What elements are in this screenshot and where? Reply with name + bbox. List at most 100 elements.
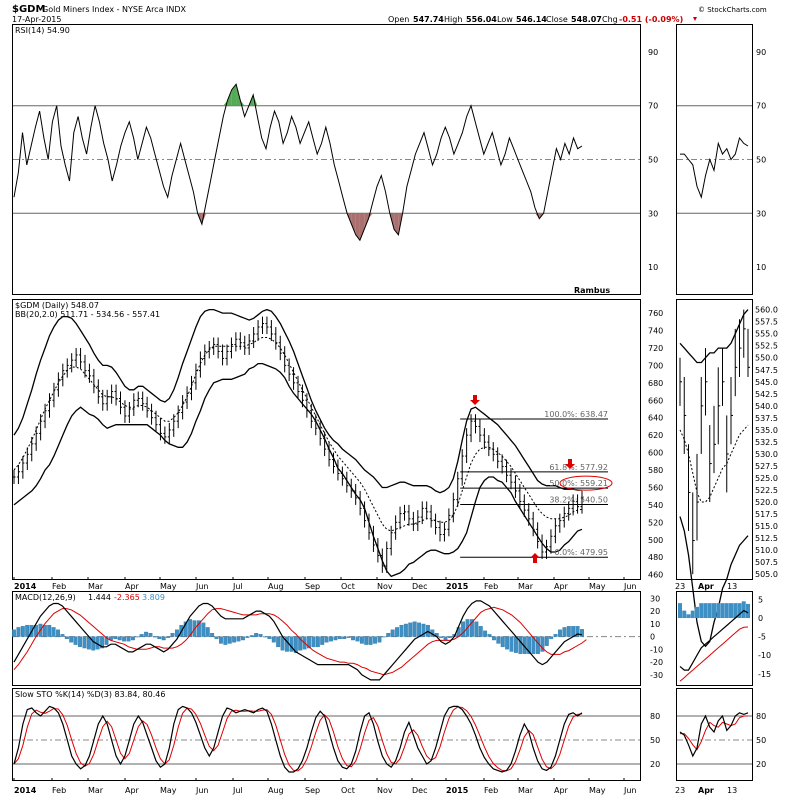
macd-histogram-bar: [491, 636, 496, 641]
zoom-price-y-tick-label: 545.0: [755, 378, 778, 387]
zoom-price-y-tick-label: 520.0: [755, 498, 778, 507]
x-tick-label: Mar: [518, 582, 534, 591]
zoom-macd-histogram-bar: [703, 603, 708, 619]
macd-histogram-bar: [373, 636, 378, 644]
rsi-line: [13, 83, 583, 242]
x-tick-label: Jun: [195, 582, 209, 591]
zoom-macd-histogram-bar: [720, 603, 725, 619]
macd-y-tick-label: 10: [650, 620, 660, 629]
zoom-macd-histogram-bar: [682, 610, 687, 619]
macd-histogram-bar: [25, 624, 30, 637]
macd-histogram-bar: [20, 626, 25, 637]
bollinger-mid-band: [13, 337, 583, 532]
stoch-legend: Slow STO %K(14) %D(3) 83.84, 80.46: [15, 690, 165, 699]
macd-histogram-bar: [311, 636, 316, 648]
price-y-tick-label: 600: [648, 449, 663, 458]
macd-histogram-bar: [214, 636, 219, 640]
macd-histogram-bar: [47, 624, 52, 637]
zoom-x-axis: 23 Apr 13 23 Apr 13: [675, 582, 737, 795]
zoom-macd-histogram-bar: [741, 601, 746, 619]
macd-histogram-bar: [249, 635, 254, 637]
zoom-macd-y-tick-label: 5: [758, 595, 763, 604]
macd-histogram-bar: [329, 636, 333, 642]
x-tick-label: Oct: [341, 582, 355, 591]
zoom-price-panel-frame: [676, 299, 753, 580]
price-y-tick-label: 580: [648, 466, 663, 475]
macd-histogram-bar: [218, 636, 223, 644]
zoom-price-y-tick-label: 515.0: [755, 522, 778, 531]
x-tick-label: Feb: [52, 582, 66, 591]
macd-histogram-bar: [69, 636, 74, 643]
stoch-y-tick-label: 20: [650, 760, 660, 769]
chart-date: 17-Apr-2015: [12, 15, 61, 24]
price-y-tick-label: 520: [648, 518, 663, 527]
zoom-price-y-tick-label: 510.0: [755, 546, 778, 555]
rsi-y-tick-label: 30: [648, 209, 658, 218]
x-tick-label: May: [589, 786, 606, 795]
zoom-price-y-tick-label: 560.0: [755, 306, 778, 315]
price-y-tick-label: 660: [648, 396, 663, 405]
zoom-stoch-y-tick-label: 20: [756, 760, 766, 769]
price-y-tick-label: 680: [648, 379, 663, 388]
macd-histogram-bar: [126, 636, 131, 642]
rsi-oversold-fill: [351, 213, 356, 235]
rsi-legend: RSI(14) 54.90: [15, 26, 70, 35]
macd-histogram-bar: [461, 621, 466, 637]
price-y-tick-label: 560: [648, 483, 663, 492]
x-tick-label: Jul: [232, 582, 243, 591]
high-label: High: [444, 15, 462, 24]
x-tick-label: Apr: [125, 786, 140, 795]
high-value: 556.04: [466, 15, 497, 24]
macd-histogram-bar: [144, 631, 149, 637]
x-tick-label: Feb: [484, 582, 498, 591]
price-y-tick-label: 540: [648, 501, 663, 510]
zoom-price-y-tick-label: 527.5: [755, 462, 778, 471]
macd-histogram-bar: [91, 636, 96, 651]
fibonacci-level-label: 50.0%: 559.21: [549, 479, 608, 488]
macd-y-tick-label: -20: [650, 658, 663, 667]
macd-histogram-bar: [355, 636, 360, 642]
price-y-tick-label: 720: [648, 344, 663, 353]
zoom-stoch-d-line: [680, 715, 748, 751]
x-tick-label: Apr: [125, 582, 140, 591]
macd-histogram-bar: [558, 629, 562, 637]
zoom-price-y-tick-label: 532.5: [755, 438, 778, 447]
macd-histogram-bar: [82, 636, 87, 649]
macd-histogram-bar: [16, 627, 21, 637]
zoom-macd-histogram-bar: [733, 603, 738, 619]
zoom-price-y-tick-label: 550.0: [755, 354, 778, 363]
bollinger-upper-band: [13, 308, 582, 494]
rsi-oversold-fill: [364, 213, 369, 230]
x-tick-label: Apr: [554, 582, 569, 591]
macd-histogram-bar: [399, 624, 404, 637]
macd-histogram-bar: [549, 636, 554, 640]
x-tick-label: Oct: [341, 786, 355, 795]
zoom-price-y-tick-label: 522.5: [755, 486, 778, 495]
zoom-price-y-tick-label: 505.0: [755, 570, 778, 579]
macd-histogram-bar: [227, 636, 232, 644]
macd-histogram-bar: [337, 636, 342, 640]
macd-histogram-bar: [544, 636, 549, 646]
macd-histogram-bar: [417, 622, 422, 637]
macd-histogram-bar: [130, 636, 135, 641]
macd-histogram-bar: [514, 636, 518, 653]
macd-histogram-bar: [469, 619, 474, 637]
macd-histogram-bar: [395, 627, 400, 637]
x-tick-label: Sep: [305, 582, 320, 591]
macd-histogram-bar: [408, 622, 413, 637]
macd-histogram-bar: [201, 622, 206, 637]
macd-histogram-bar: [447, 636, 452, 638]
macd-histogram-bar: [478, 626, 483, 637]
macd-histogram-bar: [474, 621, 479, 637]
macd-histogram-bar: [333, 636, 338, 641]
price-y-tick-label: 760: [648, 309, 663, 318]
macd-histogram-bar: [122, 636, 127, 642]
x-tick-label: Apr: [554, 786, 569, 795]
macd-histogram-bar: [571, 626, 576, 637]
zoom-x-tick-label: 13: [727, 786, 737, 795]
low-value: 546.14: [516, 15, 547, 24]
macd-histogram-bar: [390, 629, 395, 637]
macd-histogram-bar: [117, 636, 122, 641]
macd-histogram-bar: [320, 636, 325, 645]
